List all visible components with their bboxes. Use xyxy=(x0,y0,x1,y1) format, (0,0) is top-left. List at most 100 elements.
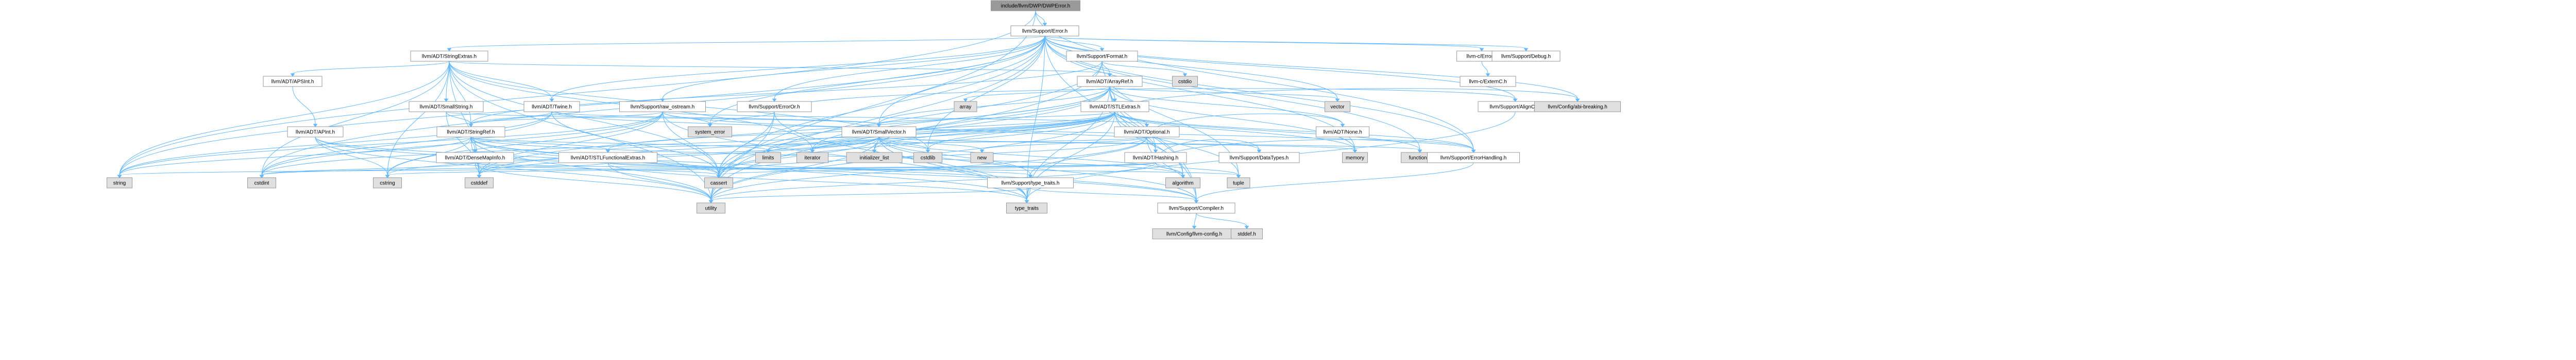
edge-line xyxy=(449,61,471,125)
node-typetraitsstd: type_traits xyxy=(1006,202,1047,214)
node-label: stddef.h xyxy=(1238,232,1256,237)
edge-line xyxy=(927,111,1115,150)
edge-line xyxy=(261,61,450,176)
node-densemapinfo[interactable]: llvm/ADT/DenseMapInfo.h xyxy=(436,152,514,163)
node-root: include/llvm/DWP/DWPError.h xyxy=(991,0,1080,11)
edge-arrayref-cstddef xyxy=(477,86,1110,178)
edge-line xyxy=(878,36,1045,125)
node-label: algorithm xyxy=(1172,181,1193,186)
edge-arrowhead xyxy=(772,98,777,102)
edge-line xyxy=(1026,36,1045,201)
edge-line xyxy=(718,111,1115,176)
edge-line xyxy=(449,61,1110,74)
edge-rawostream-cstring xyxy=(385,111,663,178)
node-apint[interactable]: llvm/ADT/APInt.h xyxy=(287,126,344,138)
node-none[interactable]: llvm/ADT/None.h xyxy=(1316,126,1369,138)
edge-line xyxy=(470,111,552,125)
node-box xyxy=(1157,202,1235,214)
edge-stlfunctionalextras-cstdint xyxy=(259,162,608,178)
edge-line xyxy=(119,10,1036,176)
edge-arrowhead xyxy=(1575,98,1580,102)
edge-line xyxy=(812,136,879,150)
edge-arrowhead xyxy=(1194,200,1199,203)
edge-line xyxy=(927,36,1045,150)
node-cstdint: cstdint xyxy=(247,177,276,188)
node-new: new xyxy=(970,152,994,163)
edge-arrowhead xyxy=(1024,200,1029,203)
node-errorhandling[interactable]: llvm/Support/ErrorHandling.h xyxy=(1427,152,1520,163)
edge-line xyxy=(261,111,1115,176)
edge-line xyxy=(709,111,775,125)
node-twine[interactable]: llvm/ADT/Twine.h xyxy=(523,101,580,112)
node-hashing[interactable]: llvm/ADT/Hashing.h xyxy=(1124,152,1187,163)
edge-arrowhead xyxy=(707,124,713,127)
node-error[interactable]: llvm/Support/Error.h xyxy=(1010,25,1079,37)
edge-line xyxy=(1196,213,1247,227)
node-label: limits xyxy=(762,156,774,161)
node-label: llvm-c/Error.h xyxy=(1467,54,1497,60)
edge-stlextras-smallvector xyxy=(876,111,1115,127)
node-label: llvm/Support/ErrorOr.h xyxy=(749,105,800,110)
edge-line xyxy=(1196,162,1474,201)
node-box xyxy=(1006,202,1047,214)
node-box xyxy=(410,50,488,62)
node-apsint[interactable]: llvm/ADT/APSInt.h xyxy=(263,76,323,87)
edge-arrowhead xyxy=(1180,175,1185,178)
node-smallvector[interactable]: llvm/ADT/SmallVector.h xyxy=(841,126,917,138)
edge-smallvector-iterator xyxy=(810,136,879,153)
edge-line xyxy=(878,136,982,150)
node-compiler[interactable]: llvm/Support/Compiler.h xyxy=(1157,202,1235,214)
edge-arrowhead xyxy=(472,149,478,153)
node-typetraits[interactable]: llvm/Support/type_traits.h xyxy=(987,177,1074,188)
edge-line xyxy=(449,61,719,176)
edge-error-cerror xyxy=(1044,36,1484,52)
node-stlextras[interactable]: llvm/ADT/STLExtras.h xyxy=(1080,101,1149,112)
edge-arrowhead xyxy=(872,149,877,153)
edge-arrowhead xyxy=(1417,149,1422,153)
edge-arrowhead xyxy=(444,98,449,102)
edge-line xyxy=(1035,10,1474,150)
edge-line xyxy=(1155,162,1183,176)
edge-line xyxy=(119,162,1156,176)
node-box xyxy=(287,126,344,138)
node-stringextras[interactable]: llvm/ADT/StringExtras.h xyxy=(410,50,488,62)
node-box xyxy=(1080,101,1149,112)
node-box xyxy=(247,177,276,188)
edge-line xyxy=(292,86,316,125)
edge-line xyxy=(474,162,1239,176)
edge-line xyxy=(261,111,552,176)
node-box xyxy=(737,101,812,112)
node-stlfunctionalextras[interactable]: llvm/ADT/STLFunctionalExtras.h xyxy=(558,152,657,163)
node-arrayref[interactable]: llvm/ADT/ArrayRef.h xyxy=(1077,76,1143,87)
edge-line xyxy=(965,86,1110,99)
edge-error-debug xyxy=(1044,36,1529,52)
node-smallstring[interactable]: llvm/ADT/SmallString.h xyxy=(409,101,484,112)
node-label: initializer_list xyxy=(860,156,889,161)
edge-format-cstdio xyxy=(1101,61,1188,77)
node-label: llvm/ADT/STLFunctionalExtras.h xyxy=(571,156,646,161)
node-externc[interactable]: llvm-c/ExternC.h xyxy=(1460,76,1516,87)
node-rawostream[interactable]: llvm/Support/raw_ostream.h xyxy=(619,101,706,112)
edge-arrowhead xyxy=(810,149,815,153)
edge-line xyxy=(1109,86,1338,99)
node-format[interactable]: llvm/Support/Format.h xyxy=(1066,50,1138,62)
edge-line xyxy=(1155,162,1239,176)
node-box xyxy=(263,76,323,87)
node-stringref[interactable]: llvm/ADT/StringRef.h xyxy=(436,126,505,138)
edge-line xyxy=(1101,61,1110,74)
edge-stlextras-abibreaking xyxy=(1114,88,1580,112)
node-box xyxy=(436,126,505,138)
edge-line xyxy=(981,136,1147,150)
edge-arrowhead xyxy=(385,175,390,178)
edge-line xyxy=(774,36,1045,99)
node-debug[interactable]: llvm/Support/Debug.h xyxy=(1492,50,1561,62)
node-datatypes[interactable]: llvm/Support/DataTypes.h xyxy=(1218,152,1300,163)
edge-arrowhead xyxy=(963,98,968,102)
node-cstring: cstring xyxy=(373,177,402,188)
edge-arrowhead xyxy=(477,175,482,178)
node-erroror[interactable]: llvm/Support/ErrorOr.h xyxy=(737,101,812,112)
edge-line xyxy=(315,136,711,201)
node-optional[interactable]: llvm/ADT/Optional.h xyxy=(1114,126,1180,138)
node-label: tuple xyxy=(1233,181,1244,186)
